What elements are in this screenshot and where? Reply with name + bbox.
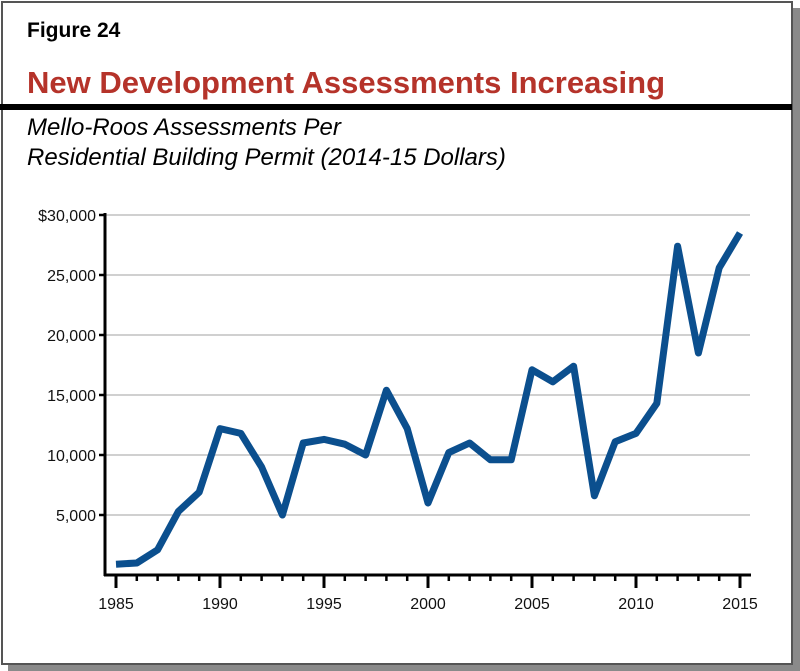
title-rule — [0, 104, 792, 110]
x-tick-label: 2015 — [722, 596, 758, 613]
x-tick-label: 1990 — [202, 596, 238, 613]
y-tick-label: 15,000 — [47, 388, 96, 405]
figure-frame — [1, 1, 793, 665]
figure-label: Figure 24 — [27, 19, 121, 42]
x-tick-label: 1995 — [306, 596, 342, 613]
subtitle-line-2: Residential Building Permit (2014-15 Dol… — [27, 144, 506, 171]
x-tick-label: 1985 — [98, 596, 134, 613]
chart-subtitle: Mello-Roos Assessments Per Residential B… — [27, 113, 506, 173]
x-tick-label: 2000 — [410, 596, 446, 613]
y-tick-label: $30,000 — [38, 208, 96, 225]
x-tick-label: 2005 — [514, 596, 550, 613]
subtitle-line-1: Mello-Roos Assessments Per — [27, 114, 341, 141]
figure-title: New Development Assessments Increasing — [27, 65, 666, 100]
y-tick-label: 25,000 — [47, 268, 96, 285]
y-tick-label: 20,000 — [47, 328, 96, 345]
x-tick-label: 2010 — [618, 596, 654, 613]
y-tick-label: 5,000 — [56, 508, 96, 525]
y-tick-label: 10,000 — [47, 448, 96, 465]
